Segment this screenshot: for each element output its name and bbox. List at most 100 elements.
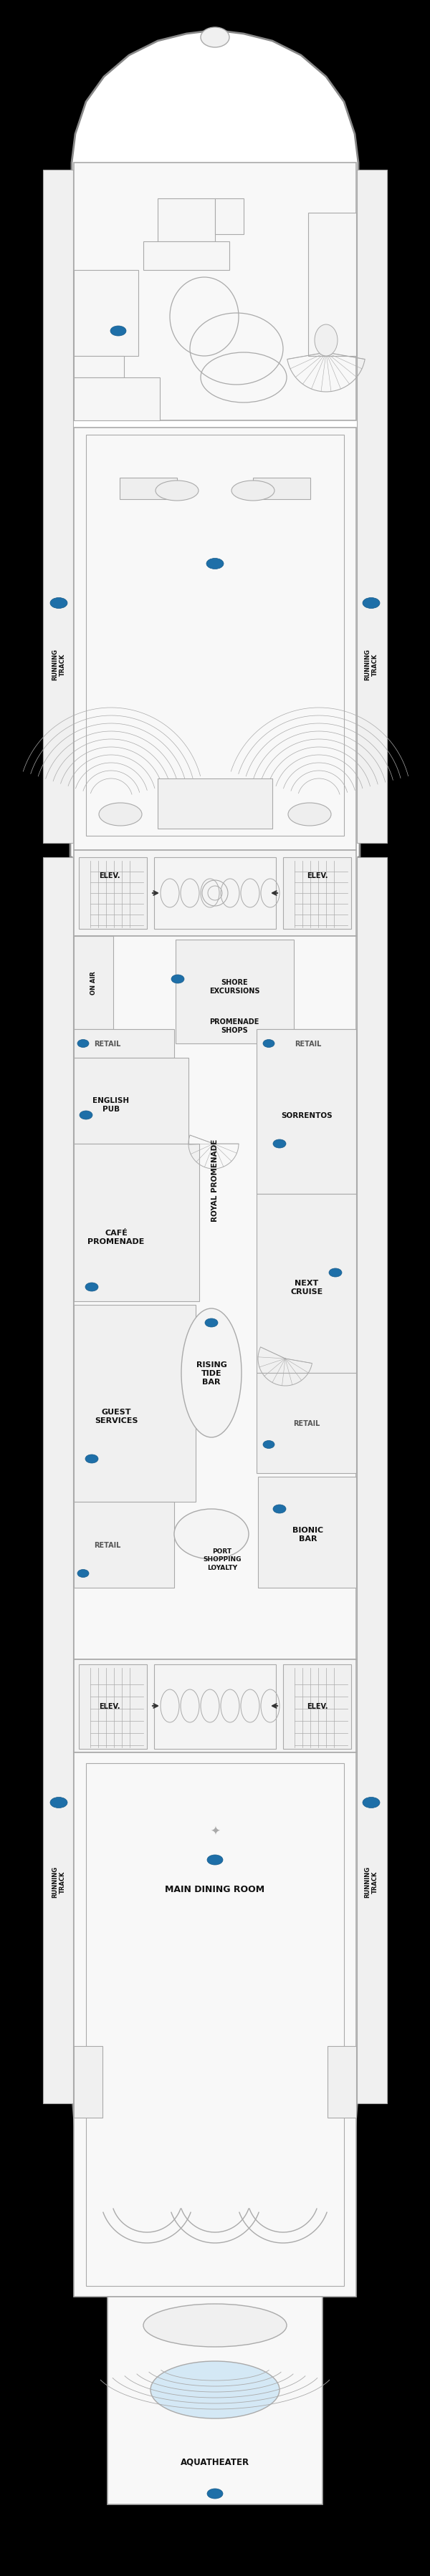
- Bar: [74, 1659, 356, 1752]
- Bar: [74, 1059, 188, 1144]
- Ellipse shape: [150, 2362, 280, 2419]
- Bar: [74, 2045, 102, 2117]
- Bar: [258, 1030, 356, 1059]
- Ellipse shape: [362, 1798, 380, 1808]
- Bar: [74, 1752, 356, 2298]
- Text: RUNNING
TRACK: RUNNING TRACK: [364, 1865, 378, 1899]
- Text: ON AIR: ON AIR: [90, 971, 96, 994]
- Bar: [74, 379, 160, 420]
- Ellipse shape: [99, 804, 142, 827]
- Bar: [328, 2045, 356, 2117]
- Bar: [283, 858, 351, 930]
- Bar: [79, 1664, 147, 1749]
- Text: BIONIC
BAR: BIONIC BAR: [293, 1525, 324, 1543]
- Bar: [120, 479, 177, 500]
- Bar: [253, 479, 310, 500]
- Bar: [154, 858, 276, 930]
- Text: RETAIL: RETAIL: [293, 1419, 320, 1427]
- Ellipse shape: [288, 804, 331, 827]
- Text: NEXT
CRUISE: NEXT CRUISE: [291, 1280, 323, 1296]
- Text: ELEV.: ELEV.: [99, 873, 120, 878]
- Text: GUEST
SERVICES: GUEST SERVICES: [95, 1409, 138, 1425]
- Text: ELEV.: ELEV.: [99, 1703, 120, 1710]
- Bar: [257, 1195, 356, 1373]
- Bar: [158, 778, 272, 829]
- Bar: [175, 940, 294, 1043]
- Ellipse shape: [77, 1569, 89, 1577]
- Bar: [215, 198, 244, 234]
- Text: ENGLISH
PUB: ENGLISH PUB: [93, 1097, 129, 1113]
- Text: ROYAL PROMENADE: ROYAL PROMENADE: [212, 1139, 218, 1221]
- Text: RISING
TIDE
BAR: RISING TIDE BAR: [196, 1360, 227, 1386]
- Ellipse shape: [206, 559, 224, 569]
- Text: CAFÉ
PROMENADE: CAFÉ PROMENADE: [88, 1229, 144, 1244]
- Bar: [257, 1030, 356, 1195]
- Bar: [108, 2298, 322, 2504]
- Ellipse shape: [181, 1309, 242, 1437]
- Bar: [74, 938, 113, 1030]
- Ellipse shape: [329, 1267, 342, 1278]
- Bar: [43, 170, 73, 842]
- Ellipse shape: [263, 1041, 274, 1048]
- Text: RUNNING
TRACK: RUNNING TRACK: [52, 649, 66, 680]
- Text: AQUATHEATER: AQUATHEATER: [181, 2458, 249, 2465]
- Ellipse shape: [207, 2488, 223, 2499]
- Text: RUNNING
TRACK: RUNNING TRACK: [52, 1865, 66, 1899]
- Bar: [74, 270, 138, 355]
- Text: MAIN DINING ROOM: MAIN DINING ROOM: [165, 1883, 265, 1893]
- Ellipse shape: [231, 482, 274, 502]
- Text: ELEV.: ELEV.: [307, 873, 328, 878]
- Ellipse shape: [85, 1283, 98, 1291]
- Text: RETAIL: RETAIL: [295, 1041, 322, 1048]
- Text: RUNNING
TRACK: RUNNING TRACK: [364, 649, 378, 680]
- Ellipse shape: [201, 28, 229, 49]
- Bar: [43, 858, 73, 2105]
- Bar: [86, 435, 344, 837]
- Ellipse shape: [205, 1319, 218, 1327]
- Bar: [74, 162, 356, 420]
- Text: RETAIL: RETAIL: [94, 1540, 121, 1548]
- Ellipse shape: [156, 482, 199, 502]
- Bar: [86, 1765, 344, 2285]
- Text: ✦: ✦: [210, 1824, 220, 1837]
- Text: ELEV.: ELEV.: [307, 1703, 328, 1710]
- Ellipse shape: [207, 1855, 223, 1865]
- Bar: [143, 242, 229, 270]
- Ellipse shape: [85, 1455, 98, 1463]
- Bar: [74, 428, 356, 850]
- Bar: [357, 170, 387, 842]
- Bar: [257, 1373, 356, 1473]
- Bar: [357, 858, 387, 2105]
- Bar: [283, 1664, 351, 1749]
- Text: PROMENADE
SHOPS: PROMENADE SHOPS: [209, 1018, 259, 1033]
- Bar: [74, 850, 356, 938]
- Ellipse shape: [263, 1440, 274, 1448]
- Ellipse shape: [315, 325, 338, 355]
- Ellipse shape: [50, 1798, 68, 1808]
- Bar: [258, 1476, 356, 1587]
- Ellipse shape: [77, 1041, 89, 1048]
- Text: SORRENTOS: SORRENTOS: [281, 1113, 332, 1118]
- Text: PORT
SHOPPING
LOYALTY: PORT SHOPPING LOYALTY: [203, 1548, 241, 1571]
- Ellipse shape: [50, 598, 68, 608]
- Ellipse shape: [174, 1510, 249, 1558]
- Ellipse shape: [273, 1139, 286, 1149]
- Ellipse shape: [80, 1110, 92, 1121]
- Bar: [74, 355, 124, 379]
- Bar: [74, 1306, 196, 1502]
- Ellipse shape: [362, 598, 380, 608]
- Bar: [79, 858, 147, 930]
- Text: SHORE
EXCURSIONS: SHORE EXCURSIONS: [209, 979, 260, 994]
- Bar: [74, 938, 356, 1659]
- Ellipse shape: [273, 1504, 286, 1515]
- Bar: [74, 1030, 174, 1059]
- Ellipse shape: [171, 976, 184, 984]
- Ellipse shape: [111, 327, 126, 337]
- Bar: [74, 1502, 174, 1587]
- Bar: [74, 1144, 199, 1301]
- Text: RETAIL: RETAIL: [94, 1041, 121, 1048]
- Bar: [154, 1664, 276, 1749]
- Bar: [158, 198, 215, 242]
- Polygon shape: [70, 31, 360, 2339]
- Ellipse shape: [143, 2303, 287, 2347]
